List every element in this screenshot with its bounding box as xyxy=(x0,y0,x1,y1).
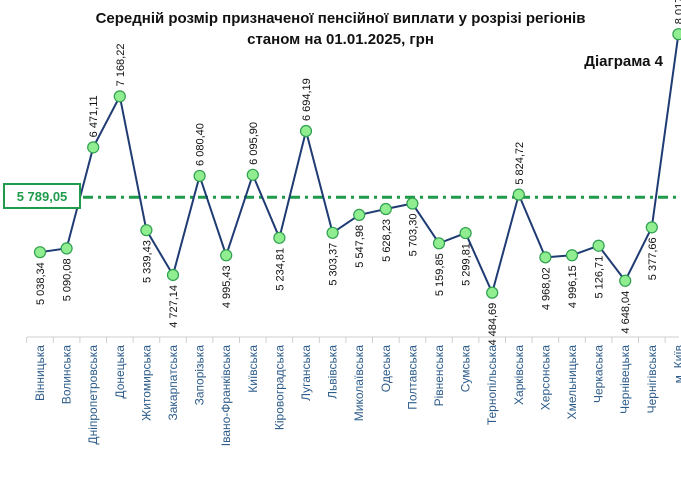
diagram-label: Діаграма 4 xyxy=(584,53,663,70)
chart-title-line-1: Середній розмір призначеної пенсійної ви… xyxy=(95,10,586,27)
category-label: Черкаська xyxy=(592,345,606,403)
category-label: Чернівецька xyxy=(618,345,632,414)
data-point xyxy=(220,249,233,262)
data-label: 5 547,98 xyxy=(354,225,366,268)
data-label: 5 126,71 xyxy=(594,256,606,299)
category-label: Донецька xyxy=(113,345,127,399)
data-label: 4 996,15 xyxy=(567,265,579,308)
data-point xyxy=(113,90,126,103)
data-point xyxy=(486,286,499,299)
data-label: 5 628,23 xyxy=(381,219,393,262)
data-point xyxy=(645,221,658,234)
average-value-box: 5 789,05 xyxy=(3,183,81,209)
data-point xyxy=(406,197,419,210)
data-point xyxy=(326,226,339,239)
data-label: 4 648,04 xyxy=(620,291,632,334)
data-point xyxy=(592,239,605,252)
data-point xyxy=(33,246,47,259)
data-label: 5 703,30 xyxy=(407,214,419,257)
data-label: 6 080,40 xyxy=(195,123,207,166)
category-label: Луганська xyxy=(299,345,313,401)
category-label: Хмельницька xyxy=(565,345,579,420)
data-point xyxy=(459,226,472,240)
average-value-label: 5 789,05 xyxy=(16,188,68,204)
category-label: Івано-Франківська xyxy=(219,345,233,447)
category-label: Вінницька xyxy=(33,345,47,401)
category-label: Закарпатська xyxy=(166,345,180,421)
data-point xyxy=(273,231,286,244)
category-label: Житомирська xyxy=(139,345,153,421)
data-point xyxy=(60,242,73,255)
data-label: 8 017,65 xyxy=(673,0,681,24)
data-label: 5 234,81 xyxy=(274,248,286,291)
data-point xyxy=(565,249,579,262)
data-label: 5 090,08 xyxy=(62,258,74,301)
data-label: 4 995,43 xyxy=(221,265,233,308)
category-label: Львівська xyxy=(326,345,340,399)
data-point xyxy=(299,124,313,138)
data-label: 5 159,85 xyxy=(434,253,446,296)
data-point xyxy=(193,169,206,183)
data-label: 6 694,19 xyxy=(301,78,313,121)
data-label: 5 377,66 xyxy=(647,237,659,280)
data-label: 6 471,11 xyxy=(88,95,100,137)
category-label: Рівненська xyxy=(432,345,446,407)
data-label: 4 727,14 xyxy=(168,285,180,328)
data-label: 5 303,37 xyxy=(328,243,340,286)
data-point xyxy=(432,237,446,250)
data-point xyxy=(619,274,632,287)
chart-title: Середній розмір призначеної пенсійної ви… xyxy=(0,8,681,50)
chart-title-line-2: станом на 01.01.2025, грн xyxy=(247,31,434,48)
category-label: Тернопільська xyxy=(485,345,499,425)
data-point xyxy=(672,28,681,41)
category-label: Полтавська xyxy=(405,345,419,410)
data-point xyxy=(539,251,552,264)
data-point xyxy=(140,224,153,237)
category-label: Волинська xyxy=(60,345,74,405)
data-point xyxy=(353,208,366,222)
data-point xyxy=(379,202,392,216)
data-point xyxy=(166,268,180,282)
category-label: Кіровоградська xyxy=(272,345,286,430)
category-label: Дніпропетровська xyxy=(86,345,100,445)
data-label: 4 484,69 xyxy=(487,303,499,346)
data-label: 5 299,81 xyxy=(461,243,473,286)
data-label: 6 095,90 xyxy=(248,122,260,165)
data-point xyxy=(512,188,525,201)
category-label: Одеська xyxy=(379,345,393,393)
data-label: 5 038,34 xyxy=(35,262,47,305)
data-point xyxy=(246,168,259,181)
category-label: Миколаївська xyxy=(352,345,366,422)
category-label: Херсонська xyxy=(538,345,552,411)
category-label: Сумська xyxy=(459,345,473,393)
data-point xyxy=(87,141,100,154)
category-label: м. Київ xyxy=(671,345,681,383)
data-label: 7 168,22 xyxy=(115,44,127,87)
data-label: 5 339,43 xyxy=(141,240,153,283)
category-label: Чернігівська xyxy=(645,345,659,414)
data-label: 5 824,72 xyxy=(514,142,526,185)
data-label: 4 968,02 xyxy=(540,267,552,310)
category-label: Київська xyxy=(246,345,260,393)
category-label: Харківська xyxy=(512,345,526,405)
category-label: Запорізька xyxy=(193,345,207,406)
